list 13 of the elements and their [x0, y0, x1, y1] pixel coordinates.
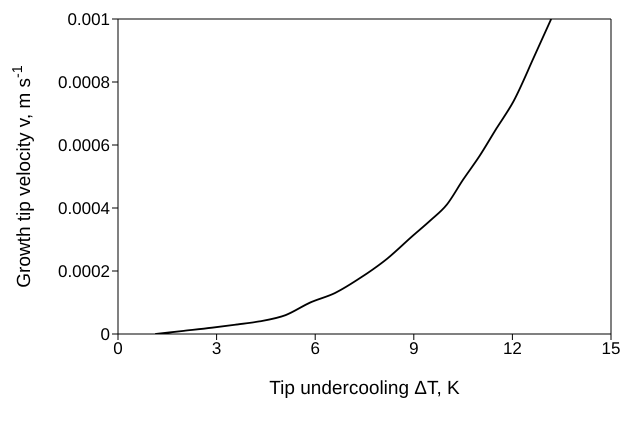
y-tick-label: 0.0008 [58, 73, 110, 92]
x-axis-title: Tip undercooling ΔT, K [269, 378, 460, 399]
x-tick-label: 6 [310, 339, 320, 358]
y-tick-label: 0.001 [67, 10, 110, 30]
x-tick-label: 9 [409, 339, 419, 358]
y-tick-label: 0.0006 [58, 136, 110, 156]
x-tick-label: 12 [502, 339, 522, 358]
x-tick-label: 3 [212, 339, 222, 358]
y-tick-label: 0.0004 [58, 199, 110, 218]
x-tick-label: 0 [113, 339, 123, 358]
x-tick-label: 15 [602, 339, 620, 358]
y-tick-label: 0.0002 [58, 262, 110, 282]
y-tick-label: 0 [100, 325, 110, 344]
